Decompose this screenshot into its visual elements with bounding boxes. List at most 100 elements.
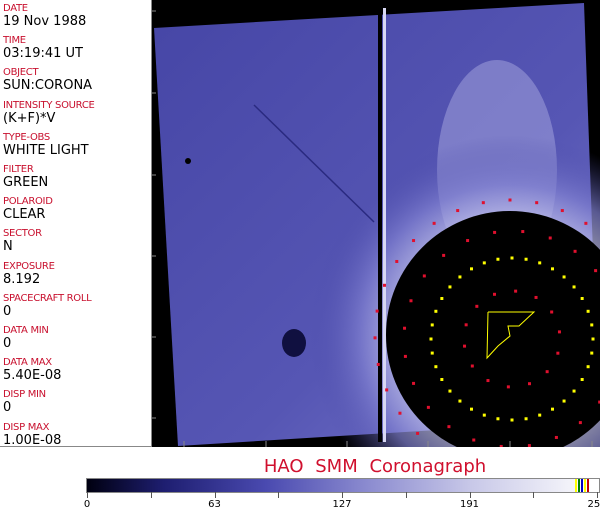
colorbar-tick xyxy=(150,492,152,498)
red-marker xyxy=(422,274,426,278)
red-marker xyxy=(382,283,386,287)
field-label: DISP MIN xyxy=(3,389,46,401)
yellow-marker xyxy=(430,351,434,355)
yellow-marker xyxy=(440,297,444,300)
red-marker xyxy=(442,253,446,257)
yellow-marker xyxy=(586,309,590,313)
red-marker xyxy=(506,385,510,389)
field-value: WHITE LIGHT xyxy=(3,142,89,158)
colorbar-tick xyxy=(469,492,471,498)
red-marker xyxy=(375,309,379,313)
yellow-marker xyxy=(551,267,554,271)
field-intensity-source: INTENSITY SOURCE (K+F)*V xyxy=(3,100,95,126)
yellow-marker xyxy=(538,413,542,417)
field-object: OBJECT SUN:CORONA xyxy=(3,67,92,93)
red-marker xyxy=(508,198,512,202)
red-marker xyxy=(416,431,420,435)
yellow-marker xyxy=(572,285,576,289)
field-label: POLAROID xyxy=(3,196,53,208)
field-value: 0 xyxy=(3,400,12,416)
red-marker xyxy=(395,259,399,263)
field-value: 0 xyxy=(3,303,12,319)
red-marker xyxy=(528,382,532,386)
yellow-marker xyxy=(496,257,500,261)
field-value: (K+F)*V xyxy=(3,110,56,126)
red-marker xyxy=(573,249,577,253)
red-marker xyxy=(499,444,503,447)
yellow-marker xyxy=(448,285,452,289)
red-marker xyxy=(554,435,558,439)
colorbar-tick xyxy=(278,492,280,498)
red-marker xyxy=(403,354,407,358)
pointing-marker xyxy=(486,311,536,360)
colorbar-tick-label: 0 xyxy=(83,499,91,510)
yellow-marker xyxy=(590,323,594,327)
red-marker xyxy=(403,326,407,330)
red-marker xyxy=(398,411,402,415)
yellow-marker xyxy=(510,418,514,422)
field-label: DATE xyxy=(3,3,28,14)
red-marker xyxy=(493,230,497,234)
field-label: SECTOR xyxy=(3,228,42,240)
field-sector: SECTOR N xyxy=(3,228,42,254)
coronagraph-image[interactable] xyxy=(152,0,600,447)
red-marker xyxy=(475,304,479,308)
red-marker xyxy=(578,421,582,425)
field-label: SPACECRAFT ROLL xyxy=(3,292,92,304)
field-exposure: EXPOSURE 8.192 xyxy=(3,261,55,287)
field-label: EXPOSURE xyxy=(3,260,55,272)
red-marker xyxy=(492,292,496,296)
red-marker xyxy=(556,351,560,355)
red-marker xyxy=(456,209,460,213)
field-disp-min: DISP MIN 0 xyxy=(3,389,46,415)
colorbar-tick-label: 191 xyxy=(459,499,480,510)
field-value: 0 xyxy=(3,336,12,351)
yellow-marker xyxy=(430,323,434,327)
yellow-marker xyxy=(482,261,486,265)
field-filter: FILTER GREEN xyxy=(3,164,48,190)
yellow-marker xyxy=(538,261,542,265)
yellow-marker xyxy=(510,256,514,260)
field-date: DATE 19 Nov 1988 xyxy=(3,3,86,29)
red-marker xyxy=(466,239,470,243)
colorbar xyxy=(86,478,600,493)
red-marker xyxy=(472,438,476,442)
red-marker xyxy=(470,364,474,368)
field-label: DISP MAX xyxy=(3,421,50,433)
yellow-marker xyxy=(458,275,462,279)
red-marker xyxy=(550,310,554,314)
field-value: 5.40E-08 xyxy=(3,368,62,384)
yellow-marker xyxy=(590,351,594,355)
red-marker xyxy=(557,330,561,334)
colorbar-tick xyxy=(214,492,216,498)
occulter-disk xyxy=(386,211,600,447)
field-label: TYPE-OBS xyxy=(3,131,50,143)
yellow-marker xyxy=(562,399,566,403)
red-marker xyxy=(594,269,598,273)
colorbar-tick-label: 255 xyxy=(587,499,600,510)
yellow-marker xyxy=(470,267,473,271)
red-marker xyxy=(486,379,490,383)
yellow-marker xyxy=(580,378,584,381)
yellow-marker xyxy=(470,407,473,411)
red-marker xyxy=(464,323,468,327)
field-label: TIME xyxy=(3,35,26,47)
red-marker xyxy=(548,236,552,240)
dust-spot xyxy=(282,329,306,357)
yellow-marker xyxy=(434,309,438,313)
red-marker xyxy=(373,336,377,340)
field-value: GREEN xyxy=(3,175,49,190)
red-marker xyxy=(535,201,539,205)
pylon-shadow xyxy=(378,8,382,442)
field-value: 03:19:41 UT xyxy=(3,46,83,62)
red-marker xyxy=(521,230,525,234)
yellow-marker xyxy=(434,365,438,369)
yellow-marker xyxy=(591,337,595,341)
red-marker xyxy=(376,362,380,366)
red-marker xyxy=(463,344,467,348)
field-value: 8.192 xyxy=(3,271,41,287)
red-marker xyxy=(385,388,389,392)
field-data-min: DATA MIN 0 xyxy=(3,325,49,351)
yellow-marker xyxy=(551,407,554,411)
colorbar-tick xyxy=(533,492,535,498)
